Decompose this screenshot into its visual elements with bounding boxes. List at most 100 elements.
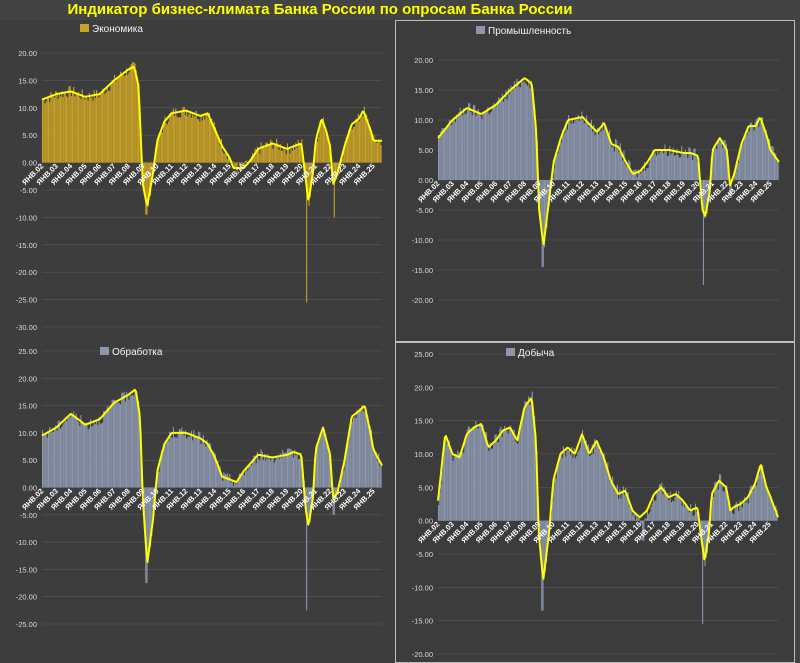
bar [574,458,576,521]
bar [160,131,162,163]
bar [321,426,323,488]
bar [735,501,737,521]
bar [685,505,687,521]
bar [567,450,569,521]
bar [757,117,759,180]
bar [199,121,201,163]
bar [742,142,744,180]
bar [372,133,374,163]
legend-swatch [80,24,89,32]
bar [243,474,245,488]
bar [687,507,689,521]
bar [620,498,622,521]
bar [380,145,382,163]
bar [351,129,353,163]
bar [626,498,628,521]
bar [460,112,462,180]
bar [470,430,472,521]
bar [277,143,279,163]
bar [641,167,643,180]
bar [60,428,62,488]
legend-label: Промышленность [488,26,571,37]
y-tick-label: -15.00 [412,266,433,275]
bar [562,129,564,180]
bar [309,162,311,198]
bar [590,455,592,521]
bar [52,96,54,163]
bar [260,449,262,488]
bar [722,490,724,521]
y-tick-label: 10.00 [414,450,433,459]
bar [304,487,307,499]
bar [672,500,674,521]
bar [111,399,113,488]
bar [729,180,731,198]
bar [162,454,164,488]
bar [96,90,98,163]
bar [523,81,525,180]
bar [108,409,110,488]
bar [109,406,111,488]
bar [540,520,542,541]
bar [773,152,776,180]
bar [480,115,482,180]
bar [315,445,317,488]
bar [582,429,584,521]
bar [595,443,597,521]
bar [280,457,282,488]
bar [316,141,319,163]
bar [564,452,566,521]
bar [516,442,518,521]
y-tick-label: 5.00 [22,456,37,465]
bar [120,71,122,163]
bar [332,487,334,515]
bar [220,475,222,488]
bar [747,503,749,521]
bar [80,98,82,163]
bar [764,132,766,180]
bar [361,405,363,488]
bar [288,148,290,163]
bar [134,63,136,163]
bar [438,135,440,180]
bar [612,145,614,180]
bar [724,487,727,521]
bar [205,114,207,163]
bar [253,455,255,488]
bar [696,162,698,180]
bar [643,520,645,541]
bar [320,122,322,163]
bar [484,112,487,180]
bar [226,159,228,163]
bar [530,401,532,521]
bar [79,97,81,163]
bar [50,432,52,488]
bar [129,65,131,163]
bar [112,79,114,163]
bar [284,453,286,488]
bar [44,435,46,488]
bar [214,454,216,488]
bar [451,454,453,521]
bar [340,471,343,488]
bar [606,134,608,180]
bar [105,91,107,163]
bar [516,78,518,180]
bar [745,502,747,521]
bar [714,147,717,180]
bar [776,160,778,180]
bar [746,134,748,180]
bar [75,413,77,488]
bar [518,432,520,521]
bar [720,474,722,521]
bar [165,441,167,488]
bar [345,449,347,488]
bar [760,466,763,521]
bar [103,410,105,488]
bar [267,145,269,163]
bar [376,461,379,488]
bar [621,152,623,180]
bar [660,483,662,521]
bar [49,101,51,163]
bar [157,470,159,488]
